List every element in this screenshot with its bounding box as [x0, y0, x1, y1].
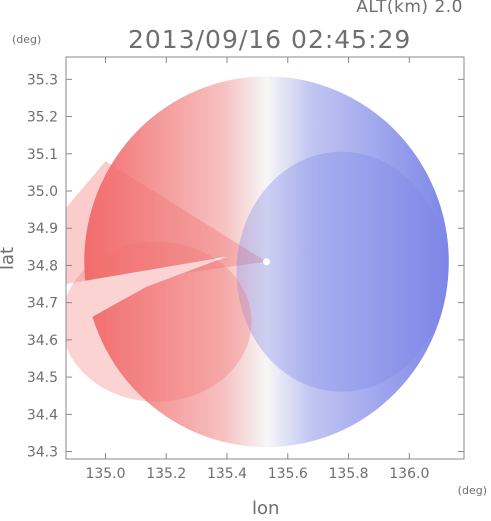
y-tick-label: 34.4	[27, 407, 58, 423]
y-axis-unit: (deg)	[12, 33, 42, 46]
x-axis-label: lon	[252, 498, 280, 519]
y-tick-label: 34.8	[27, 258, 58, 274]
plot-frame	[65, 56, 465, 460]
y-tick-label: 35.2	[27, 110, 58, 126]
x-tick-label: 135.4	[207, 466, 247, 482]
y-tick-label: 34.3	[27, 445, 58, 461]
x-tick-label: 136.0	[389, 466, 429, 482]
x-tick-label: 135.2	[146, 466, 186, 482]
x-tick-label: 135.6	[268, 466, 308, 482]
y-tick-label: 35.0	[27, 184, 58, 200]
x-tick-label: 135.0	[85, 466, 125, 482]
west-echo-band	[66, 161, 267, 290]
x-tick-label: 135.8	[329, 466, 369, 482]
y-tick-label: 35.3	[27, 72, 58, 88]
y-axis-ticks: 34.3 34.4 34.5 34.6 34.7 34.8 34.9 35.0 35.1 35.2…	[27, 72, 464, 461]
receding-core	[66, 241, 252, 402]
velocity-field	[66, 76, 449, 448]
y-tick-label: 34.7	[27, 296, 58, 312]
y-tick-label: 34.5	[27, 370, 58, 386]
x-axis-ticks: 135.0 135.2 135.4 135.6 135.8 136.0	[85, 57, 429, 482]
y-tick-label: 34.9	[27, 221, 58, 237]
x-axis-unit: (deg)	[457, 484, 487, 497]
y-tick-label: 35.1	[27, 147, 58, 163]
radar-site-marker	[263, 258, 271, 266]
y-tick-label: 34.6	[27, 333, 58, 349]
approaching-core	[236, 151, 447, 392]
no-echo-gap	[66, 256, 227, 332]
altitude-label: ALT(km) 2.0	[356, 0, 463, 17]
chart-title: 2013/09/16 02:45:29	[128, 25, 412, 54]
